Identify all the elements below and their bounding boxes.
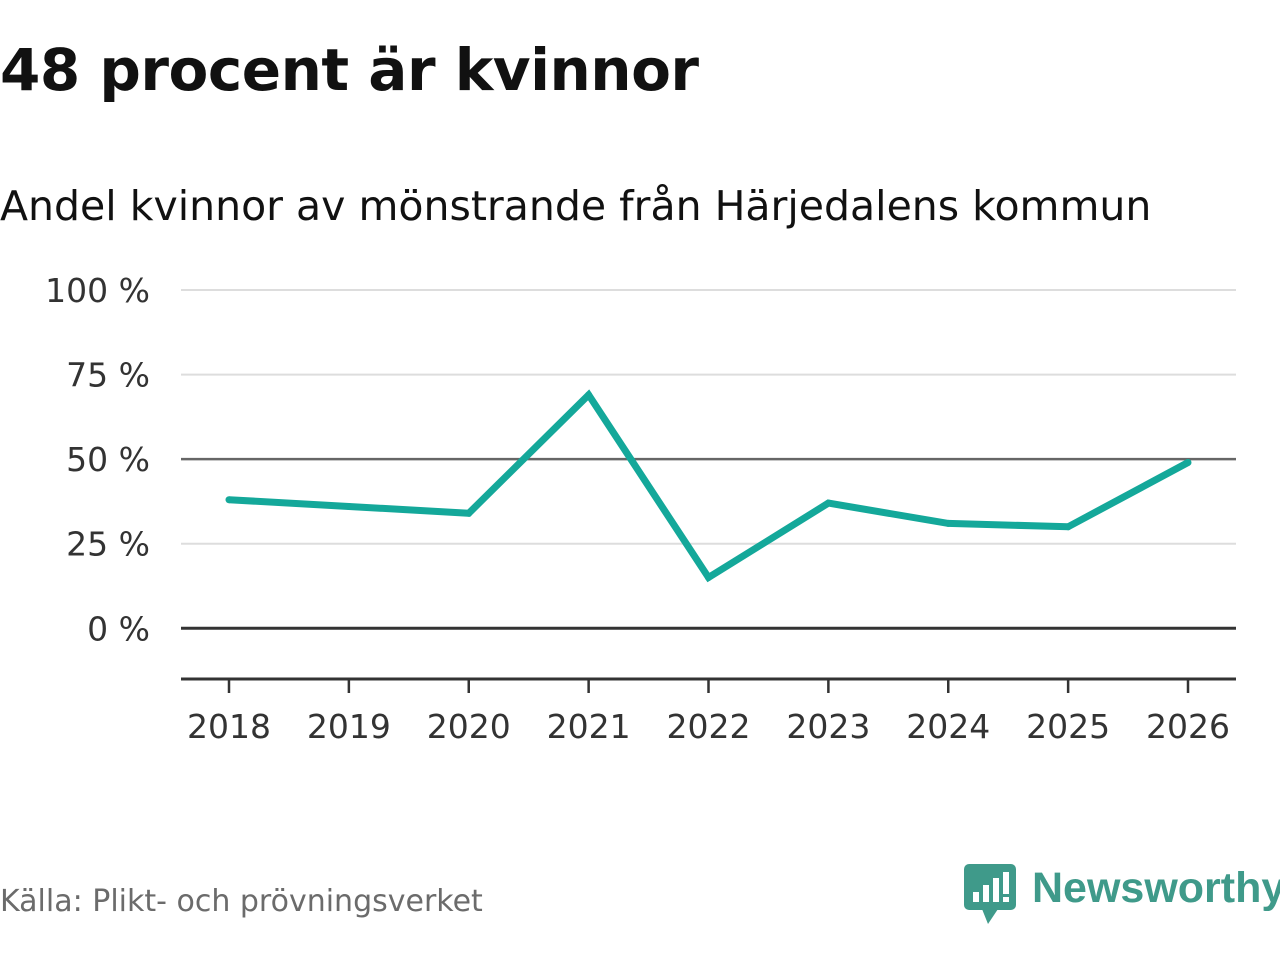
data-point-2025 <box>1064 523 1072 531</box>
x-tick-label: 2024 <box>906 707 990 746</box>
y-tick-label: 50 % <box>66 440 150 479</box>
series-layer <box>225 389 1192 583</box>
brand-name: Newsworthy <box>1032 864 1280 912</box>
x-tick-label: 2025 <box>1026 707 1110 746</box>
data-point-2021 <box>585 391 593 399</box>
data-point-2019 <box>345 502 353 510</box>
y-tick-label: 100 % <box>45 271 150 310</box>
data-point-2026 <box>1184 459 1192 467</box>
x-tick-label: 2022 <box>667 707 751 746</box>
y-tick-label: 25 % <box>66 525 150 564</box>
chart-title: 48 procent är kvinnor <box>0 36 699 104</box>
series-line <box>228 389 1190 583</box>
grid-layer <box>181 289 1236 630</box>
x-tick-label: 2021 <box>547 707 631 746</box>
newsworthy-logo-icon <box>964 864 1016 924</box>
data-point-2024 <box>944 519 952 527</box>
x-tick-label: 2018 <box>187 707 271 746</box>
data-point-2022 <box>705 574 712 582</box>
chart-subtitle: Andel kvinnor av mönstrande från Härjeda… <box>0 182 1152 230</box>
y-tick-label: 75 % <box>66 356 150 395</box>
data-point-2018 <box>225 496 233 504</box>
x-tick-label: 2019 <box>307 707 391 746</box>
x-tick-label: 2023 <box>786 707 870 746</box>
source-note: Källa: Plikt- och prövningsverket <box>0 884 483 919</box>
x-tick-label: 2020 <box>427 707 511 746</box>
newsworthy-logo: Newsworthy <box>964 864 1280 928</box>
x-tick-label: 2026 <box>1146 707 1230 746</box>
y-tick-label: 0 % <box>87 609 150 648</box>
data-point-2020 <box>465 509 473 517</box>
data-point-2023 <box>824 499 832 507</box>
y-axis: 0 % 25 % 50 % 75 % 100 % <box>45 271 150 648</box>
x-axis: 2018 2019 2020 2021 2022 2023 2024 2025 2026 <box>181 677 1236 746</box>
